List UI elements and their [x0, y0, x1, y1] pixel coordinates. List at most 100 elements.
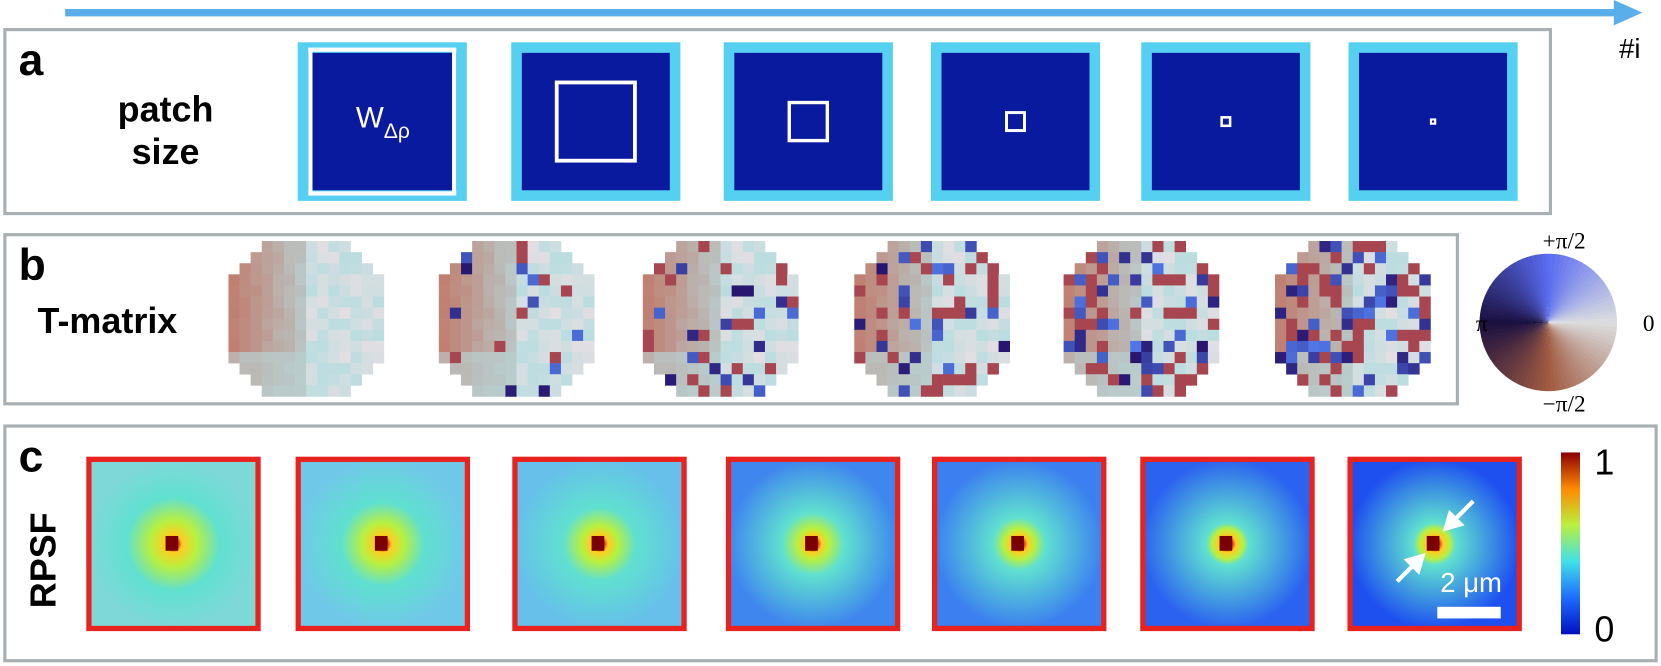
- tmatrix-pixel: [931, 374, 944, 386]
- wheel-wedge: [1513, 260, 1549, 323]
- tmatrix-pixel: [372, 274, 385, 286]
- tmatrix-pixel: [295, 329, 307, 342]
- wheel-wedge: [1518, 322, 1549, 387]
- wheel-wedge: [1492, 278, 1549, 323]
- tmatrix-pixel: [261, 340, 274, 353]
- tmatrix-pixel: [1085, 296, 1098, 308]
- tmatrix-pixel: [1363, 307, 1376, 320]
- tmatrix-pixel: [438, 352, 451, 364]
- tmatrix-pixel: [461, 307, 473, 320]
- tmatrix-pixel: [1074, 307, 1087, 320]
- tmatrix-pixel: [965, 241, 977, 253]
- tmatrix-pixel: [272, 329, 285, 342]
- tmatrix-pixel: [1196, 263, 1209, 275]
- tmatrix-pixel: [920, 241, 933, 253]
- tmatrix-pixel: [449, 318, 462, 331]
- patch-square: [308, 47, 457, 196]
- tmatrix-pixel: [1096, 285, 1109, 297]
- tmatrix-pixel: [1286, 296, 1298, 308]
- tmatrix-pixel: [665, 363, 677, 375]
- tmatrix-pixel: [653, 285, 666, 297]
- tmatrix-pixel: [239, 340, 251, 353]
- tmatrix-pixel: [549, 252, 562, 264]
- tmatrix-pixel: [1319, 385, 1331, 397]
- rpsf-image: [512, 456, 687, 632]
- tmatrix-pixel: [720, 329, 732, 342]
- tmatrix-pixel: [909, 385, 922, 397]
- tmatrix-pixel: [461, 274, 473, 286]
- tmatrix-pixel: [665, 274, 677, 286]
- tmatrix-pixel: [295, 307, 307, 320]
- tmatrix-pixel: [931, 352, 944, 364]
- tmatrix-pixel: [1374, 307, 1387, 320]
- tmatrix-pixel: [483, 385, 495, 397]
- tmatrix-pixel: [898, 374, 911, 386]
- tmatrix-pixel: [328, 385, 340, 397]
- tmatrix-pixel: [350, 285, 362, 297]
- wheel-wedge: [1509, 262, 1549, 323]
- tmatrix-pixel: [742, 363, 755, 375]
- tmatrix-pixel: [1374, 363, 1387, 375]
- tmatrix-pixel: [1363, 252, 1376, 264]
- tmatrix-pixel: [1397, 363, 1409, 375]
- tmatrix-pixel: [909, 252, 922, 264]
- tmatrix-pixel: [527, 352, 540, 364]
- tmatrix-pixel: [1119, 274, 1131, 286]
- tmatrix-pixel: [920, 352, 933, 364]
- tmatrix-pixel: [372, 352, 385, 364]
- tmatrix-pixel: [505, 252, 517, 264]
- tmatrix-pixel: [1096, 352, 1109, 364]
- tmatrix-pixel: [1074, 340, 1087, 353]
- tmatrix-pixel: [1419, 274, 1431, 286]
- tmatrix-pixel: [1363, 241, 1376, 253]
- tmatrix-pixel: [583, 307, 595, 320]
- tmatrix-pixel: [1085, 274, 1098, 286]
- tmatrix-pixel: [720, 241, 732, 253]
- tmatrix-pixel: [239, 352, 251, 364]
- tmatrix-pixel: [998, 274, 1011, 286]
- tmatrix-pixel: [709, 307, 721, 320]
- tmatrix-pixel: [720, 318, 732, 331]
- tmatrix-pixel: [361, 307, 374, 320]
- tmatrix-pixel: [1297, 340, 1309, 353]
- wheel-wedge: [1505, 322, 1549, 380]
- tmatrix-pixel: [709, 252, 721, 264]
- wheel-wedge: [1548, 281, 1607, 323]
- tmatrix-pixel: [372, 340, 385, 353]
- tmatrix-pixel: [665, 263, 677, 275]
- tmatrix-pixel: [1096, 374, 1109, 386]
- tmatrix-pixel: [1341, 318, 1354, 331]
- tmatrix-pixel: [505, 274, 517, 286]
- colorbar-label: 1: [1594, 442, 1614, 483]
- tmatrix-pixel: [306, 252, 318, 264]
- tmatrix-pixel: [527, 340, 540, 353]
- tmatrix-pixel: [1108, 296, 1120, 308]
- tmatrix-pixel: [676, 318, 688, 331]
- tmatrix-pixel: [1352, 274, 1365, 286]
- tmatrix-pixel: [239, 318, 251, 331]
- tmatrix-pixel: [239, 296, 251, 308]
- tmatrix-pixel: [1096, 363, 1109, 375]
- panel-b-box: [3, 233, 1459, 406]
- tmatrix-pixel: [965, 285, 977, 297]
- wheel-wedge: [1548, 322, 1617, 337]
- tmatrix-pixel: [753, 241, 766, 253]
- tmatrix-pixel: [898, 329, 911, 342]
- tmatrix-pixel: [653, 329, 666, 342]
- wheel-wedge: [1548, 289, 1612, 323]
- tmatrix-pixel: [527, 285, 540, 297]
- tmatrix-pixel: [954, 274, 966, 286]
- tmatrix-pixel: [483, 263, 495, 275]
- tmatrix-pixel: [642, 285, 655, 297]
- tmatrix-pixel: [1363, 296, 1376, 308]
- tmatrix-pixel: [1207, 274, 1220, 286]
- tmatrix-pixel: [687, 252, 699, 264]
- tmatrix-pixel: [494, 385, 506, 397]
- tmatrix-pixel: [753, 340, 766, 353]
- tmatrix-pixel: [560, 274, 573, 286]
- tmatrix-pixel: [898, 241, 911, 253]
- tmatrix-pixel: [954, 352, 966, 364]
- tmatrix-pixel: [1163, 329, 1175, 342]
- tmatrix-pixel: [898, 385, 911, 397]
- tmatrix-pixel: [1297, 263, 1309, 275]
